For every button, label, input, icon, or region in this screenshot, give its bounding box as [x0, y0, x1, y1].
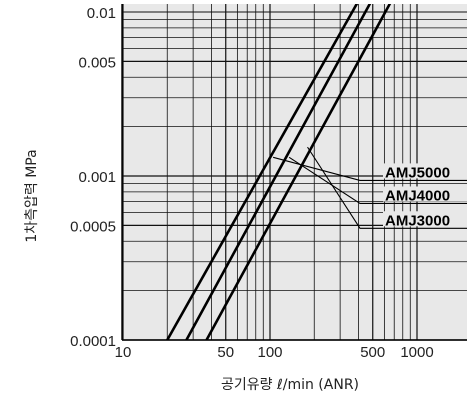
series-lines: [166, 4, 392, 340]
y-tick-label: 0.001: [78, 169, 116, 186]
x-tick-label: 100: [257, 344, 282, 361]
series-label-amj4000: AMJ4000: [385, 187, 450, 204]
y-tick-label: 0.0001: [70, 333, 116, 350]
label-bg: [383, 211, 467, 227]
label-bg: [383, 163, 467, 179]
series-line-amj3000: [205, 4, 392, 340]
x-tick-label: 10: [115, 344, 132, 361]
series-label-amj5000: AMJ5000: [385, 164, 450, 181]
grid-lines: [121, 4, 467, 341]
leader-line-amj5000: [272, 156, 467, 181]
label-bg: [383, 186, 467, 202]
y-axis-label: 1차측압력 MPa: [24, 149, 40, 242]
x-tick-label: 500: [360, 344, 385, 361]
y-tick-label: 0.005: [78, 54, 116, 71]
x-axis-label: 공기유량 ℓ/min (ANR): [221, 377, 359, 393]
leader-line-amj4000: [288, 156, 467, 205]
series-annotations: AMJ5000 AMJ4000 AMJ3000: [272, 146, 467, 229]
series-line-amj5000: [166, 4, 359, 340]
tick-labels: 10 50 100 500 1000 0.0001 0.0005 0.001 0.005 0.01: [70, 5, 434, 361]
leader-line-amj3000: [307, 146, 467, 229]
x-tick-label: 50: [217, 344, 234, 361]
y-tick-label: 0.01: [87, 5, 116, 22]
series-line-amj4000: [185, 4, 372, 340]
y-tick-label: 0.0005: [70, 218, 116, 235]
x-tick-label: 1000: [400, 344, 433, 361]
series-label-amj3000: AMJ3000: [385, 212, 450, 229]
